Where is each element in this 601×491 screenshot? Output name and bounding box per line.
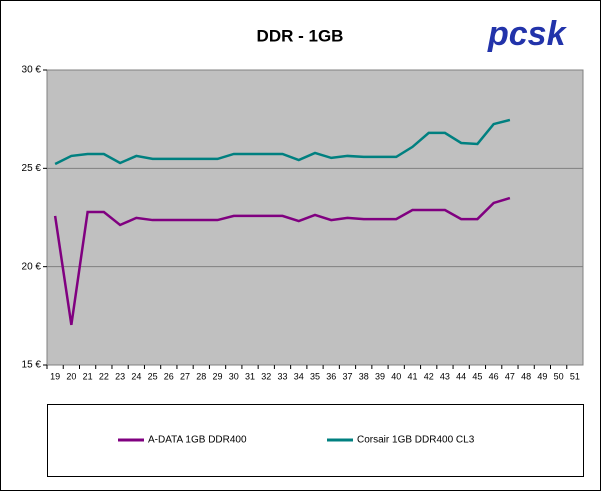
x-tick-label: 26 bbox=[164, 371, 174, 381]
x-tick-label: 44 bbox=[456, 371, 466, 381]
chart-title: DDR - 1GB bbox=[257, 26, 344, 45]
y-tick-label: 20 € bbox=[22, 261, 42, 272]
x-tick-label: 36 bbox=[326, 371, 336, 381]
legend-label: A-DATA 1GB DDR400 bbox=[148, 435, 247, 446]
x-tick-label: 29 bbox=[213, 371, 223, 381]
x-tick-label: 24 bbox=[131, 371, 141, 381]
y-tick-label: 30 € bbox=[22, 65, 42, 76]
x-tick-label: 37 bbox=[342, 371, 352, 381]
x-tick-label: 48 bbox=[521, 371, 531, 381]
y-tick-label: 25 € bbox=[22, 163, 42, 174]
x-tick-label: 33 bbox=[278, 371, 288, 381]
x-tick-label: 22 bbox=[99, 371, 109, 381]
x-tick-label: 34 bbox=[294, 371, 304, 381]
legend-label: Corsair 1GB DDR400 CL3 bbox=[357, 435, 475, 446]
logo: pcsk bbox=[487, 15, 568, 53]
x-tick-label: 21 bbox=[83, 371, 93, 381]
x-tick-label: 50 bbox=[554, 371, 564, 381]
x-tick-label: 27 bbox=[180, 371, 190, 381]
x-tick-label: 30 bbox=[229, 371, 239, 381]
x-tick-label: 38 bbox=[359, 371, 369, 381]
y-tick-label: 15 € bbox=[22, 360, 42, 371]
x-tick-label: 45 bbox=[472, 371, 482, 381]
x-tick-label: 47 bbox=[505, 371, 515, 381]
x-tick-label: 20 bbox=[66, 371, 76, 381]
x-tick-label: 42 bbox=[424, 371, 434, 381]
x-tick-label: 51 bbox=[570, 371, 580, 381]
x-tick-label: 25 bbox=[148, 371, 158, 381]
data-line bbox=[53, 196, 511, 326]
x-tick-label: 32 bbox=[261, 371, 271, 381]
x-tick-label: 39 bbox=[375, 371, 385, 381]
x-tick-label: 31 bbox=[245, 371, 255, 381]
x-tick-label: 35 bbox=[310, 371, 320, 381]
x-tick-label: 41 bbox=[407, 371, 417, 381]
x-tick-label: 43 bbox=[440, 371, 450, 381]
data-line bbox=[54, 118, 511, 166]
x-tick-label: 49 bbox=[537, 371, 547, 381]
x-tick-label: 46 bbox=[489, 371, 499, 381]
x-tick-label: 40 bbox=[391, 371, 401, 381]
x-tick-label: 23 bbox=[115, 371, 125, 381]
plot-area bbox=[46, 69, 584, 366]
x-tick-label: 28 bbox=[196, 371, 206, 381]
x-tick-label: 19 bbox=[50, 371, 60, 381]
